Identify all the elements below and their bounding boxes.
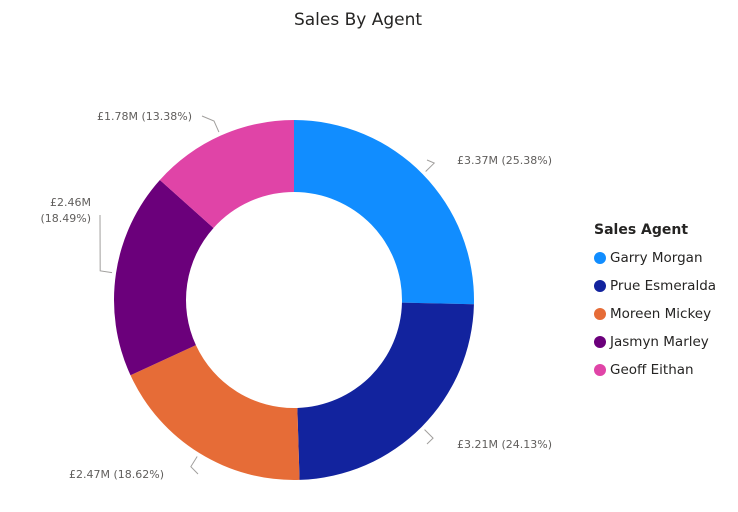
data-label: £2.47M (18.62%) — [69, 468, 164, 481]
legend-label: Geoff Eithan — [610, 362, 694, 378]
legend-item[interactable]: Geoff Eithan — [594, 356, 716, 384]
legend-item[interactable]: Garry Morgan — [594, 244, 716, 272]
legend-marker — [594, 252, 606, 264]
data-label: £2.46M (18.49%) — [40, 196, 91, 225]
data-label: £3.21M (24.13%) — [457, 438, 552, 451]
chart-title: Sales By Agent — [293, 10, 423, 30]
legend-label: Moreen Mickey — [610, 306, 712, 322]
legend-item[interactable]: Jasmyn Marley — [594, 328, 716, 356]
legend-label: Jasmyn Marley — [610, 334, 709, 350]
legend-marker — [594, 308, 606, 320]
donut-slice-garry-morgan[interactable] — [294, 120, 475, 305]
legend-title: Sales Agent — [594, 222, 689, 238]
data-label: £3.37M (25.38%) — [457, 154, 552, 167]
leader-line — [99, 214, 113, 274]
donut-slice-geoff-eithan[interactable] — [159, 120, 294, 228]
donut-slice-prue-esmeralda[interactable] — [297, 302, 474, 480]
legend: Sales Agent Garry Morgan Prue Esmeralda Mo… — [594, 222, 716, 384]
legend-marker — [594, 336, 606, 348]
legend-label: Prue Esmeralda — [610, 278, 717, 294]
leader-line — [424, 429, 434, 445]
leader-line — [190, 456, 199, 475]
donut-slice-moreen-mickey[interactable] — [130, 345, 300, 481]
leader-line — [425, 159, 436, 172]
legend-item[interactable]: Moreen Mickey — [594, 300, 716, 328]
donut-slice-jasmyn-marley[interactable] — [113, 179, 214, 376]
data-label: £1.78M (13.38%) — [97, 110, 192, 123]
legend-marker — [594, 280, 606, 292]
legend-label: Garry Morgan — [610, 250, 703, 266]
leader-line — [201, 115, 220, 133]
legend-marker — [594, 364, 606, 376]
legend-item[interactable]: Prue Esmeralda — [594, 272, 716, 300]
